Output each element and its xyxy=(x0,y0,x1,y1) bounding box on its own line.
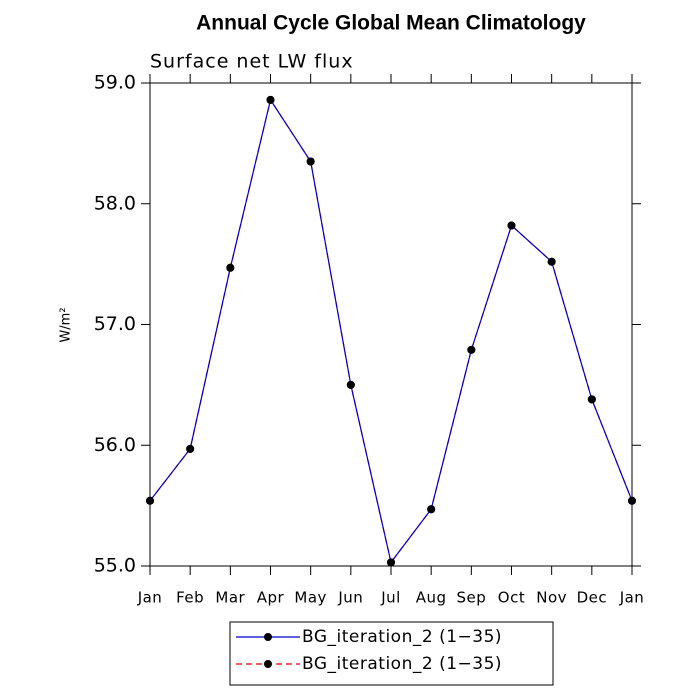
legend-box xyxy=(229,621,554,686)
series-line xyxy=(149,98,633,564)
y-axis-label: W/m² xyxy=(59,307,74,342)
y-tick-label: 59.0 xyxy=(94,72,136,94)
x-tick-label: May xyxy=(294,589,327,607)
data-point xyxy=(467,345,476,354)
plot-frame xyxy=(149,82,633,567)
data-point xyxy=(587,395,596,404)
x-tick-label: Mar xyxy=(215,589,245,607)
data-point xyxy=(346,380,355,389)
data-point xyxy=(507,221,516,230)
data-point xyxy=(628,496,636,505)
data-point xyxy=(186,444,195,453)
data-point xyxy=(387,558,395,567)
chart-title: Annual Cycle Global Mean Climatology xyxy=(196,12,586,35)
data-point xyxy=(226,263,235,272)
x-tick-label: Jan xyxy=(619,589,645,607)
y-tick-label: 57.0 xyxy=(94,313,136,335)
x-tick-label: Sep xyxy=(456,589,486,607)
legend-label: BG_iteration_2 (1−35) xyxy=(302,627,502,647)
x-tick-label: Nov xyxy=(536,589,567,607)
data-point xyxy=(547,257,556,266)
legend-label: BG_iteration_2 (1−35) xyxy=(302,654,502,674)
legend-marker xyxy=(264,660,272,668)
x-tick-label: Jan xyxy=(137,589,163,607)
y-tick-label: 58.0 xyxy=(94,192,136,214)
legend-marker xyxy=(264,633,272,641)
x-tick-label: Jul xyxy=(380,589,401,607)
x-tick-label: Jun xyxy=(337,589,363,607)
data-point xyxy=(146,496,154,505)
x-tick-label: Aug xyxy=(416,589,447,607)
data-point xyxy=(266,95,275,104)
x-tick-label: Dec xyxy=(577,589,608,607)
x-tick-label: Oct xyxy=(498,589,525,607)
y-tick-label: 56.0 xyxy=(94,434,136,456)
x-tick-label: Apr xyxy=(257,589,285,607)
y-tick-label: 55.0 xyxy=(94,555,136,577)
chart-subtitle: Surface net LW flux xyxy=(150,51,354,73)
series-line xyxy=(149,98,633,564)
data-point xyxy=(427,505,436,514)
x-tick-label: Feb xyxy=(176,589,204,607)
data-point xyxy=(306,157,315,166)
